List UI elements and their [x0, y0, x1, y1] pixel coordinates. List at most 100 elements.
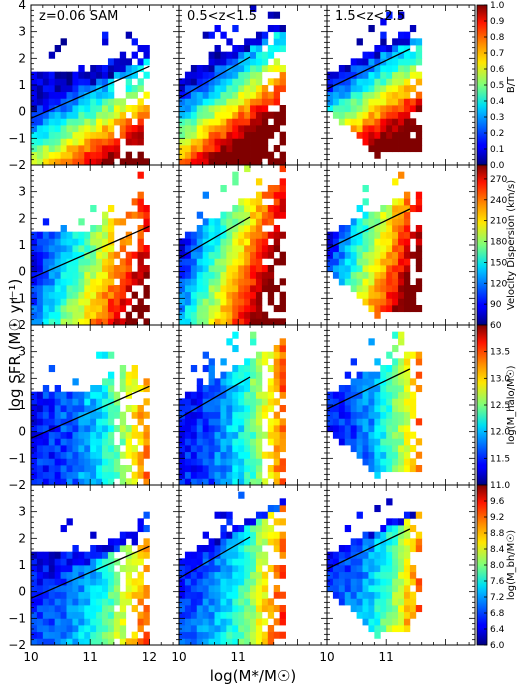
- heat-cell: [350, 278, 357, 286]
- heat-cell: [368, 611, 375, 619]
- heat-cell: [232, 45, 239, 53]
- heat-cell: [226, 411, 233, 419]
- heat-cell: [78, 291, 85, 299]
- heat-cell: [338, 385, 346, 393]
- heat-cell: [36, 605, 44, 613]
- heat-cell: [60, 305, 67, 313]
- heat-cell: [179, 591, 186, 599]
- heat-cell: [415, 605, 423, 613]
- heat-cell: [232, 391, 239, 399]
- heat-cell: [125, 478, 133, 486]
- heat-cell: [392, 598, 399, 606]
- heat-cell: [90, 118, 97, 126]
- heat-cell: [96, 151, 103, 159]
- heat-cell: [255, 85, 263, 93]
- heat-cell: [392, 591, 399, 599]
- heat-cell: [386, 465, 393, 473]
- heat-cell: [54, 98, 61, 106]
- heat-cell: [90, 158, 97, 166]
- heat-cell: [208, 238, 215, 246]
- heat-cell: [184, 151, 192, 159]
- heat-cell: [244, 151, 251, 159]
- heat-cell: [54, 238, 61, 246]
- heat-cell: [72, 71, 79, 79]
- heat-cell: [42, 98, 50, 106]
- heat-cell: [113, 471, 121, 479]
- heat-cell: [202, 151, 209, 159]
- heat-cell: [214, 411, 221, 419]
- heat-cell: [398, 245, 405, 253]
- heat-cell: [244, 598, 251, 606]
- heat-cell: [261, 131, 269, 139]
- heat-cell: [179, 245, 186, 253]
- heat-cell: [60, 98, 67, 106]
- heat-cell: [190, 565, 198, 573]
- heat-cell: [143, 438, 150, 446]
- heat-cell: [261, 518, 269, 526]
- heat-cell: [190, 551, 198, 559]
- heat-cell: [214, 45, 221, 53]
- heat-cell: [279, 85, 286, 93]
- heat-cell: [403, 285, 411, 293]
- heat-cell: [125, 565, 133, 573]
- heat-cell: [238, 138, 245, 146]
- heat-cell: [362, 65, 369, 73]
- heat-cell: [31, 138, 38, 146]
- heat-cell: [137, 545, 144, 553]
- heat-cell: [78, 591, 85, 599]
- heat-cell: [119, 418, 127, 426]
- heat-cell: [78, 145, 85, 153]
- heat-cell: [232, 458, 239, 466]
- heat-cell: [344, 545, 352, 553]
- heat-cell: [327, 571, 334, 579]
- heat-cell: [107, 351, 115, 359]
- heat-cell: [202, 405, 209, 413]
- heat-cell: [398, 438, 405, 446]
- heat-cell: [196, 385, 204, 393]
- heat-cell: [232, 278, 239, 286]
- heat-cell: [238, 51, 245, 59]
- heat-cell: [214, 638, 221, 646]
- heat-cell: [196, 318, 204, 326]
- heat-cell: [415, 538, 423, 546]
- heat-cell: [250, 418, 257, 426]
- heat-cell: [179, 438, 186, 446]
- heat-cell: [72, 131, 79, 139]
- colorbar-tick-label: 12.0: [490, 428, 510, 438]
- colorbar-tick-label: 0.2: [490, 129, 504, 139]
- heat-cell: [250, 571, 257, 579]
- heat-cell: [66, 318, 73, 326]
- heat-cell: [232, 418, 239, 426]
- heat-cell: [279, 371, 286, 379]
- heat-cell: [78, 65, 85, 73]
- heat-cell: [356, 411, 363, 419]
- heat-cell: [214, 145, 221, 153]
- heat-cell: [90, 65, 97, 73]
- heat-cell: [398, 138, 405, 146]
- heat-cell: [179, 271, 186, 279]
- heat-cell: [60, 551, 67, 559]
- heat-cell: [60, 238, 67, 246]
- heat-cell: [107, 471, 115, 479]
- x-tick-label: 11: [231, 650, 246, 664]
- heat-cell: [374, 591, 381, 599]
- heat-cell: [96, 251, 103, 259]
- heat-cell: [403, 98, 411, 106]
- heat-cell: [42, 558, 50, 566]
- heat-cell: [214, 105, 221, 113]
- heat-cell: [137, 471, 144, 479]
- heat-cell: [42, 291, 50, 299]
- heat-cell: [214, 625, 221, 633]
- heat-cell: [202, 598, 209, 606]
- heat-cell: [267, 625, 275, 633]
- heat-cell: [196, 445, 204, 453]
- heat-cell: [60, 85, 67, 93]
- heat-cell: [78, 478, 85, 486]
- heat-cell: [66, 298, 73, 306]
- heat-cell: [90, 111, 97, 119]
- heat-cell: [60, 418, 67, 426]
- heat-cell: [374, 425, 381, 433]
- heat-cell: [196, 625, 204, 633]
- heat-cell: [220, 638, 227, 646]
- heat-cell: [42, 145, 50, 153]
